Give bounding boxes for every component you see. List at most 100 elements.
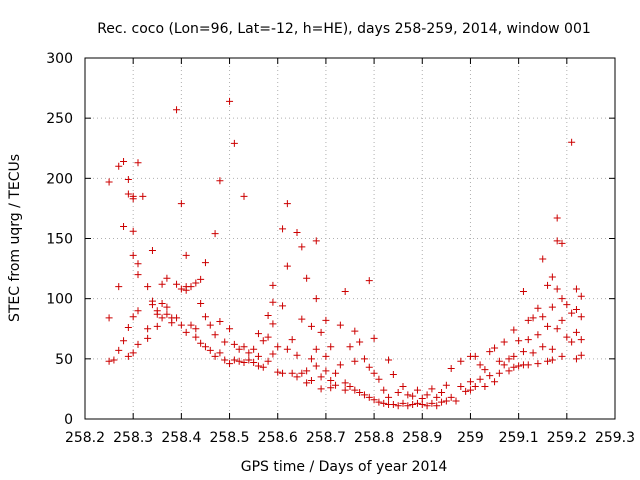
- data-point: [115, 283, 123, 291]
- data-point: [110, 356, 118, 364]
- data-point: [153, 310, 161, 318]
- data-point: [129, 251, 137, 259]
- data-point: [327, 376, 335, 384]
- data-point: [548, 356, 556, 364]
- data-point: [471, 383, 479, 391]
- y-tick-label: 50: [55, 352, 73, 368]
- data-point: [365, 277, 373, 285]
- data-point: [471, 352, 479, 360]
- data-point: [447, 393, 455, 401]
- data-point: [124, 352, 132, 360]
- data-point: [389, 370, 397, 378]
- data-point: [577, 336, 585, 344]
- data-point: [105, 314, 113, 322]
- data-point: [197, 339, 205, 347]
- data-point: [201, 313, 209, 321]
- data-point: [351, 386, 359, 394]
- data-point: [500, 338, 508, 346]
- data-point: [577, 313, 585, 321]
- data-point: [529, 314, 537, 322]
- y-tick-label: 100: [46, 292, 73, 308]
- data-point: [519, 287, 527, 295]
- data-point: [341, 287, 349, 295]
- data-point: [298, 369, 306, 377]
- data-point: [534, 331, 542, 339]
- data-point: [336, 321, 344, 329]
- data-point: [177, 285, 185, 293]
- data-point: [409, 401, 417, 409]
- data-point: [336, 361, 344, 369]
- data-point: [173, 314, 181, 322]
- data-point: [577, 292, 585, 300]
- data-point: [433, 402, 441, 410]
- data-point: [230, 356, 238, 364]
- data-point: [457, 357, 465, 365]
- y-tick-label: 200: [46, 171, 73, 187]
- data-point: [510, 363, 518, 371]
- data-point: [298, 243, 306, 251]
- x-tick-label: 258.5: [209, 430, 249, 446]
- data-point: [539, 255, 547, 263]
- data-point: [192, 279, 200, 287]
- x-tick-label: 258.4: [161, 430, 201, 446]
- data-point: [288, 336, 296, 344]
- data-point: [428, 385, 436, 393]
- data-point: [230, 340, 238, 348]
- data-point: [129, 349, 137, 357]
- data-point: [259, 363, 267, 371]
- y-tick-label: 300: [46, 51, 73, 67]
- chart-title: Rec. coco (Lon=96, Lat=-12, h=HE), days …: [97, 21, 591, 37]
- data-point: [418, 401, 426, 409]
- x-tick-labels: 258.2 258.3 258.4 258.5 258.6 258.7 258.8 258.9…: [65, 430, 635, 446]
- data-point: [312, 345, 320, 353]
- y-tick-label: 0: [64, 412, 73, 428]
- data-point: [548, 303, 556, 311]
- data-point: [283, 200, 291, 208]
- data-point: [534, 360, 542, 368]
- data-point: [433, 393, 441, 401]
- data-point: [293, 373, 301, 381]
- data-point: [192, 325, 200, 333]
- data-point: [438, 398, 446, 406]
- data-point: [283, 345, 291, 353]
- data-point: [500, 361, 508, 369]
- data-point: [568, 138, 576, 146]
- data-point: [226, 360, 234, 368]
- data-point: [476, 375, 484, 383]
- data-point: [548, 345, 556, 353]
- data-point: [380, 399, 388, 407]
- data-point: [322, 316, 330, 324]
- data-point: [163, 274, 171, 282]
- data-point: [370, 396, 378, 404]
- data-point: [230, 139, 238, 147]
- data-point: [274, 368, 282, 376]
- x-axis-label: GPS time / Days of year 2014: [241, 459, 448, 475]
- data-point: [505, 367, 513, 375]
- data-point: [491, 344, 499, 352]
- data-point: [120, 337, 128, 345]
- data-point: [283, 262, 291, 270]
- data-point: [370, 334, 378, 342]
- data-point: [129, 313, 137, 321]
- data-point: [317, 373, 325, 381]
- data-point: [351, 327, 359, 335]
- data-point: [168, 319, 176, 327]
- x-tick-label: 258.9: [402, 430, 442, 446]
- data-point: [332, 381, 340, 389]
- data-point: [264, 357, 272, 365]
- data-point: [486, 372, 494, 380]
- data-point: [250, 345, 258, 353]
- data-point: [163, 310, 171, 318]
- data-point: [124, 176, 132, 184]
- data-point: [495, 369, 503, 377]
- data-point: [341, 379, 349, 387]
- data-point: [192, 333, 200, 341]
- data-point: [173, 106, 181, 114]
- data-point: [211, 352, 219, 360]
- data-point: [120, 157, 128, 165]
- data-point: [442, 381, 450, 389]
- data-point: [399, 399, 407, 407]
- data-point: [572, 355, 580, 363]
- data-point: [563, 333, 571, 341]
